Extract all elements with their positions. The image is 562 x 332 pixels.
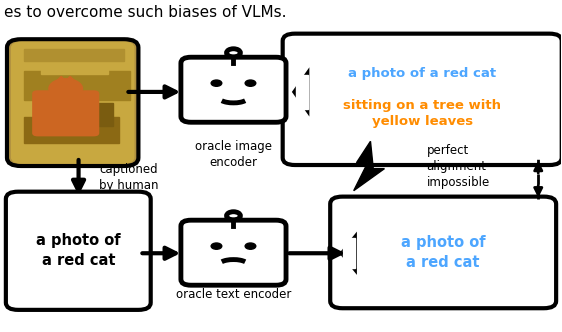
Polygon shape (56, 76, 66, 81)
FancyBboxPatch shape (7, 39, 138, 166)
Bar (24, 70, 130, 100)
Polygon shape (66, 76, 75, 81)
Text: a photo of a red cat: a photo of a red cat (348, 67, 496, 80)
Text: perfect
alignment
impossible: perfect alignment impossible (427, 143, 490, 189)
FancyBboxPatch shape (11, 42, 134, 164)
Text: captioned
by human: captioned by human (99, 163, 158, 192)
Circle shape (211, 243, 222, 249)
Bar (35, 104, 113, 126)
Polygon shape (343, 238, 355, 268)
Bar (24, 49, 124, 61)
Circle shape (245, 243, 256, 249)
Circle shape (49, 79, 83, 99)
Text: a photo of
a red cat: a photo of a red cat (401, 235, 486, 270)
Circle shape (211, 80, 222, 86)
FancyBboxPatch shape (283, 34, 562, 165)
FancyBboxPatch shape (6, 192, 151, 310)
Bar (40, 54, 108, 74)
Polygon shape (342, 237, 355, 269)
Polygon shape (296, 75, 308, 109)
Text: oracle image
encoder: oracle image encoder (195, 140, 272, 169)
Text: es to overcome such biases of VLMs.: es to overcome such biases of VLMs. (4, 5, 287, 20)
Text: sitting on a tree with
yellow leaves: sitting on a tree with yellow leaves (343, 99, 501, 128)
FancyBboxPatch shape (330, 197, 556, 308)
Circle shape (245, 80, 256, 86)
FancyBboxPatch shape (32, 90, 99, 136)
Bar (24, 117, 119, 143)
Text: a photo of
a red cat: a photo of a red cat (36, 233, 121, 268)
FancyBboxPatch shape (181, 57, 286, 122)
Text: oracle text encoder: oracle text encoder (176, 289, 291, 301)
Polygon shape (353, 141, 384, 191)
FancyBboxPatch shape (181, 220, 286, 285)
Polygon shape (294, 74, 307, 110)
